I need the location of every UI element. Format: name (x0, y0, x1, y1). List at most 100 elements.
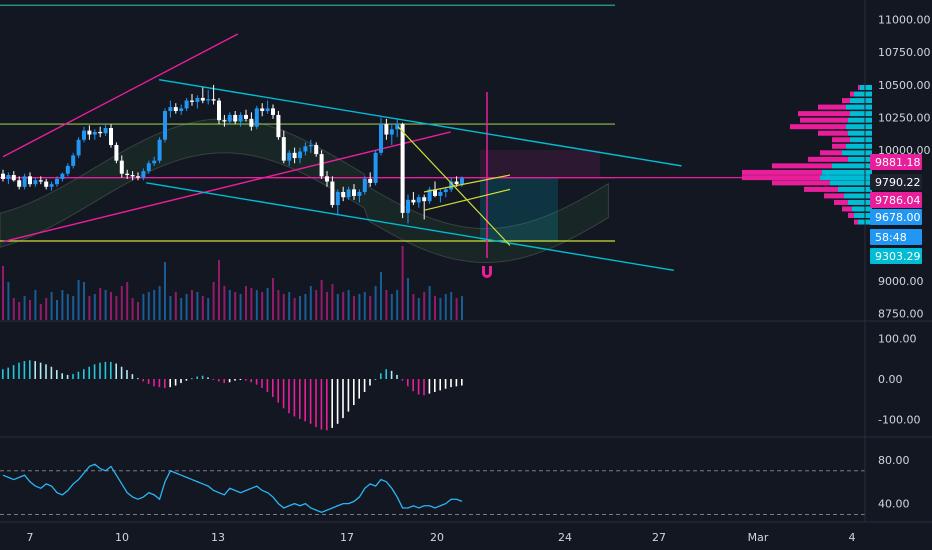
histogram-bar (93, 364, 96, 379)
volume-bar (2, 266, 4, 320)
volume-bar (239, 294, 242, 320)
volume-bar (434, 296, 436, 320)
histogram-bar (250, 379, 252, 383)
volume-bar (363, 292, 366, 320)
profile-bar-down (742, 169, 822, 175)
volume-bar (50, 292, 53, 320)
histogram-bar (450, 379, 452, 388)
histogram-bar (401, 379, 404, 381)
volume-bar (39, 304, 42, 320)
candle (227, 114, 232, 122)
candle (152, 160, 157, 164)
cloud-area (0, 118, 609, 264)
histogram-bar (439, 379, 441, 391)
histogram-bar (29, 360, 31, 379)
histogram-bar (34, 361, 36, 379)
histogram-bar (288, 379, 290, 414)
price-axis[interactable]: 11000.00 10750.00 10500.00 10250.00 10000.00… (878, 14, 931, 321)
candle (1, 173, 5, 179)
candle (384, 124, 389, 135)
candle (11, 175, 16, 181)
profile-bar-up (838, 186, 872, 192)
volume-bar (299, 296, 301, 320)
profile-bar-up (830, 180, 872, 186)
histogram-bar (385, 369, 387, 379)
candle (141, 171, 146, 178)
histogram-bar (428, 379, 431, 394)
wedge-upper-line[interactable] (423, 174, 511, 193)
histogram-bar (115, 363, 117, 379)
candle (449, 181, 454, 190)
candle (422, 197, 427, 202)
price-tag (870, 192, 922, 208)
volume-bar (56, 300, 58, 320)
rsi-pane[interactable]: 80.00 40.00 (0, 454, 910, 516)
candle (433, 189, 437, 196)
volume-bar (234, 292, 237, 320)
breakdown-line[interactable] (397, 126, 511, 246)
candle (249, 118, 254, 127)
trendline[interactable] (158, 78, 682, 167)
candle (276, 114, 281, 138)
price-tag-label: 9303.29 (875, 250, 921, 263)
histogram-bar (120, 366, 123, 379)
candle (357, 192, 362, 196)
candle (298, 151, 302, 159)
candle (60, 173, 65, 179)
histogram-bar (369, 379, 371, 386)
histogram-bar (444, 379, 447, 389)
price-pane[interactable] (0, 4, 872, 320)
candle (130, 175, 135, 177)
histogram-bar (191, 378, 193, 380)
volume-bar (12, 298, 15, 320)
price-tag (870, 174, 922, 190)
profile-bar-down (824, 193, 844, 199)
candle (44, 181, 49, 187)
histogram-bar (363, 379, 366, 393)
volume-bar (272, 278, 274, 320)
histogram-bar (412, 379, 414, 392)
volume-bar (277, 290, 280, 320)
oscillator-pane[interactable]: 100.00 0.00 -100.00 (2, 332, 920, 431)
rsi-axis-tick: 40.00 (878, 498, 910, 511)
candle (217, 100, 221, 121)
histogram-bar (282, 379, 285, 409)
volume-bar (174, 292, 177, 320)
volume-bar (191, 290, 193, 320)
candle (190, 100, 194, 102)
histogram-bar (461, 379, 463, 386)
candle (362, 178, 367, 192)
profile-bar-down (832, 143, 846, 149)
time-axis[interactable]: 7 10 13 17 20 24 27 Mar 4 (0, 521, 932, 544)
candle (281, 137, 286, 161)
magnet-icon[interactable] (482, 266, 492, 278)
profile-bar-down (818, 130, 848, 136)
trendline[interactable] (146, 182, 674, 272)
profile-bar-up (846, 143, 872, 149)
volume-bar (77, 280, 80, 320)
candle (416, 197, 421, 203)
volume-bar (358, 294, 361, 320)
profile-bar-up (844, 193, 872, 199)
histogram-bar (266, 379, 269, 393)
osc-axis-tick: 100.00 (878, 332, 917, 345)
volume-bar (353, 296, 355, 320)
histogram-bar (12, 365, 15, 379)
rsi-line (2, 463, 463, 514)
volume-bar (444, 294, 447, 320)
candle (119, 160, 124, 174)
trendline[interactable] (2, 33, 239, 158)
candle (71, 155, 76, 166)
volume-bar (309, 286, 312, 320)
candle (55, 178, 59, 185)
profile-bar-up (822, 169, 872, 175)
candle (87, 130, 92, 135)
histogram-bar (39, 362, 42, 379)
histogram-bar (23, 361, 26, 379)
candle (411, 199, 416, 203)
volume-bar (326, 292, 328, 320)
osc-axis-tick: -100.00 (878, 414, 920, 427)
volume-bar (61, 290, 64, 320)
profile-bar-up (860, 85, 872, 91)
candle (98, 131, 103, 134)
